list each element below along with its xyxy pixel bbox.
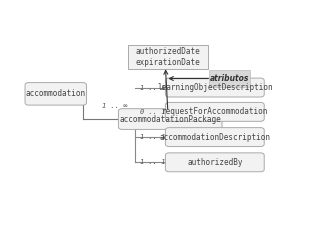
Text: 0 .. 1: 0 .. 1 [140,109,165,115]
FancyBboxPatch shape [165,153,264,172]
FancyBboxPatch shape [165,128,264,146]
Text: accommodation: accommodation [26,89,86,98]
Text: authorizedBy: authorizedBy [187,158,243,167]
FancyBboxPatch shape [118,109,222,129]
Text: accommodationDescription: accommodationDescription [159,133,270,142]
Text: accommodatationPackage: accommodatationPackage [119,115,221,124]
FancyBboxPatch shape [209,70,250,87]
Text: 1 .. 1: 1 .. 1 [140,84,165,91]
Text: atributos: atributos [210,74,249,83]
Text: learningObjectDescription: learningObjectDescription [157,83,273,92]
FancyBboxPatch shape [165,102,264,121]
FancyBboxPatch shape [165,78,264,97]
Text: 1 .. 1: 1 .. 1 [140,159,165,165]
Text: authorizedDate
expirationDate: authorizedDate expirationDate [136,47,200,67]
FancyBboxPatch shape [25,83,86,105]
Text: requestForAccommodation: requestForAccommodation [162,107,268,116]
Text: 1 .. 1: 1 .. 1 [140,134,165,140]
FancyBboxPatch shape [128,45,208,69]
Text: 1 .. ∞: 1 .. ∞ [101,103,127,110]
